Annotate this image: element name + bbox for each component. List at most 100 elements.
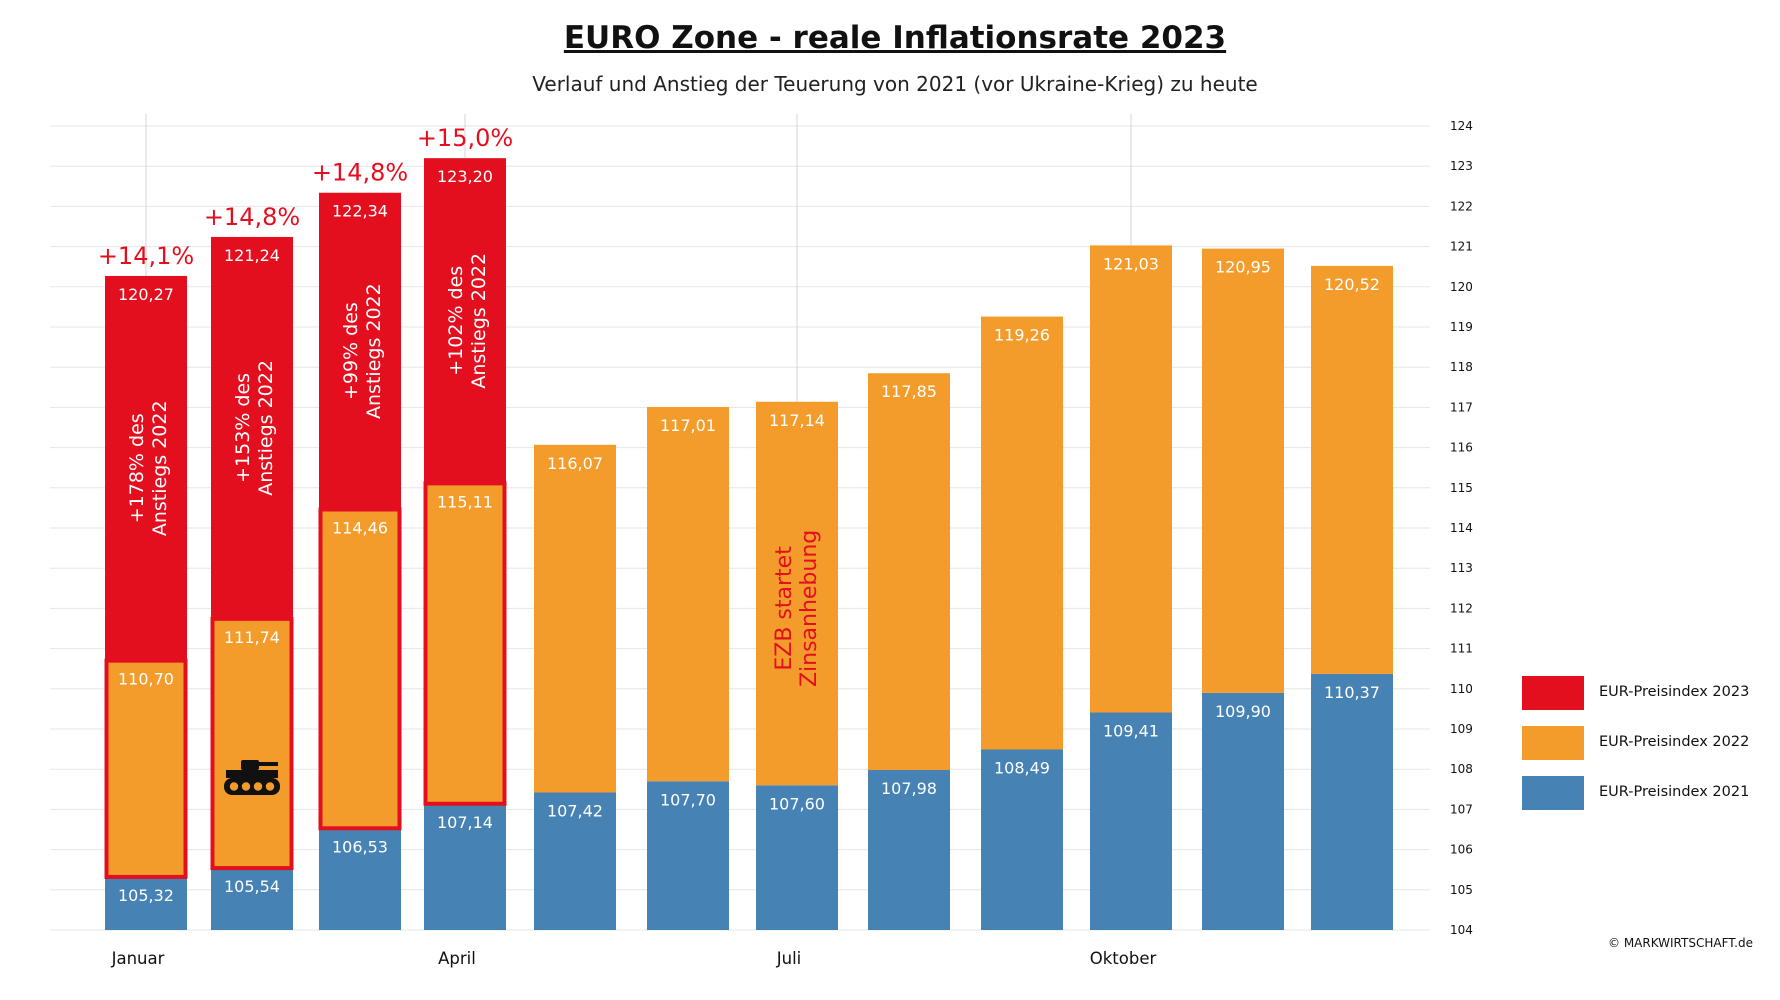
value-label-2022: 120,95 <box>1215 258 1271 277</box>
bar-2021 <box>1090 712 1172 930</box>
value-label-2023: 120,27 <box>118 285 174 304</box>
bar-2021 <box>647 781 729 930</box>
highlight-frame-2022 <box>318 507 402 831</box>
y-tick-label: 117 <box>1450 400 1473 414</box>
highlight-frame-2022 <box>104 658 188 879</box>
bar-2021 <box>1202 692 1284 930</box>
y-tick-label: 110 <box>1450 682 1473 696</box>
copyright-notice: © MARKWIRTSCHAFT.de <box>1608 936 1753 950</box>
bar-2021 <box>319 828 401 930</box>
bar-2022 <box>1202 248 1284 693</box>
bar-2021 <box>211 868 293 930</box>
bar-2022 <box>981 316 1063 750</box>
x-tick-label: Oktober <box>1090 949 1157 968</box>
bar-2023 <box>319 192 401 510</box>
legend-item-2023: EUR-Preisindex 2023 <box>1522 676 1762 712</box>
x-tick-label: April <box>438 949 476 968</box>
y-tick-label: 114 <box>1450 521 1473 535</box>
share-of-2022-increase-label: +153% desAnstiegs 2022 <box>232 360 277 496</box>
legend-item-2022: EUR-Preisindex 2022 <box>1522 726 1762 762</box>
bar-2022 <box>105 660 187 877</box>
value-label-2022: 116,07 <box>547 454 603 473</box>
value-label-2021: 108,49 <box>994 759 1050 778</box>
bar-2023 <box>105 275 187 661</box>
legend-label-2022: EUR-Preisindex 2022 <box>1599 734 1750 750</box>
bar-2023 <box>424 158 506 484</box>
tank-icon <box>224 760 280 795</box>
bar-2021 <box>868 770 950 930</box>
value-label-2022: 119,26 <box>994 326 1050 345</box>
y-tick-label: 118 <box>1450 360 1473 374</box>
legend-label-2023: EUR-Preisindex 2023 <box>1599 684 1750 700</box>
y-tick-label: 120 <box>1450 280 1473 294</box>
value-label-2021: 109,90 <box>1215 702 1271 721</box>
y-tick-label: 112 <box>1450 601 1473 615</box>
bar-2021 <box>981 749 1063 930</box>
y-tick-label: 124 <box>1450 119 1473 133</box>
bar-2022 <box>534 444 616 793</box>
x-tick-label: Januar <box>111 949 165 968</box>
highlight-frame-2022 <box>423 481 507 806</box>
bar-2022 <box>1311 265 1393 674</box>
chart-subtitle: Verlauf und Anstieg der Teuerung von 202… <box>532 72 1258 96</box>
value-label-2022: 111,74 <box>224 628 280 647</box>
y-tick-label: 111 <box>1450 642 1473 656</box>
highlight-frame-2022 <box>210 616 294 871</box>
legend-item-2021: EUR-Preisindex 2021 <box>1522 776 1762 812</box>
value-label-2021: 106,53 <box>332 837 388 856</box>
value-label-2021: 107,14 <box>437 813 493 832</box>
y-tick-label: 105 <box>1450 883 1473 897</box>
value-label-2021: 105,54 <box>224 877 280 896</box>
value-label-2022: 120,52 <box>1324 275 1380 294</box>
y-tick-label: 122 <box>1450 199 1473 213</box>
bar-2021 <box>1311 673 1393 930</box>
value-label-2021: 107,42 <box>547 802 603 821</box>
y-tick-label: 115 <box>1450 481 1473 495</box>
bar-2023 <box>211 236 293 619</box>
value-label-2023: 123,20 <box>437 167 493 186</box>
y-tick-label: 108 <box>1450 762 1473 776</box>
value-label-2022: 110,70 <box>118 670 174 689</box>
y-tick-label: 104 <box>1450 923 1473 937</box>
legend-swatch-2021 <box>1522 776 1584 810</box>
pct-increase-label: +14,8% <box>312 159 408 187</box>
share-of-2022-increase-label: +102% desAnstiegs 2022 <box>445 253 490 389</box>
pct-increase-label: +15,0% <box>417 124 513 152</box>
bar-2022 <box>1090 245 1172 713</box>
value-label-2021: 107,60 <box>769 794 825 813</box>
legend-label-2021: EUR-Preisindex 2021 <box>1599 784 1750 800</box>
y-tick-label: 107 <box>1450 802 1473 816</box>
share-of-2022-increase-label: +99% desAnstiegs 2022 <box>340 283 385 419</box>
value-label-2022: 121,03 <box>1103 254 1159 273</box>
legend-swatch-2022 <box>1522 726 1584 760</box>
pct-increase-label: +14,1% <box>98 242 194 270</box>
value-label-2021: 107,70 <box>660 790 716 809</box>
bar-2021 <box>424 803 506 930</box>
value-label-2022: 117,01 <box>660 416 716 435</box>
bar-2022 <box>319 509 401 829</box>
pct-increase-label: +14,8% <box>204 203 300 231</box>
value-label-2022: 114,46 <box>332 519 388 538</box>
bar-2022 <box>756 401 838 786</box>
bar-2021 <box>756 785 838 930</box>
value-label-2022: 117,85 <box>881 382 937 401</box>
bar-2022 <box>647 406 729 782</box>
chart-title: EURO Zone - reale Inflationsrate 2023 <box>563 20 1227 56</box>
y-tick-label: 123 <box>1450 159 1473 173</box>
value-label-2021: 110,37 <box>1324 683 1380 702</box>
bar-2021 <box>105 876 187 930</box>
value-label-2022: 117,14 <box>769 411 825 430</box>
y-tick-label: 113 <box>1450 561 1473 575</box>
y-tick-label: 109 <box>1450 722 1473 736</box>
share-of-2022-increase-label: +178% desAnstiegs 2022 <box>126 400 171 536</box>
bar-2022 <box>211 618 293 869</box>
legend-swatch-2023 <box>1522 676 1584 710</box>
value-label-2022: 115,11 <box>437 492 493 511</box>
y-tick-label: 106 <box>1450 843 1473 857</box>
bar-2022 <box>868 373 950 771</box>
bar-2022 <box>424 483 506 804</box>
value-label-2021: 107,98 <box>881 779 937 798</box>
y-tick-label: 121 <box>1450 240 1473 254</box>
ezb-annotation: EZB startetZinsanhebung <box>772 530 822 687</box>
